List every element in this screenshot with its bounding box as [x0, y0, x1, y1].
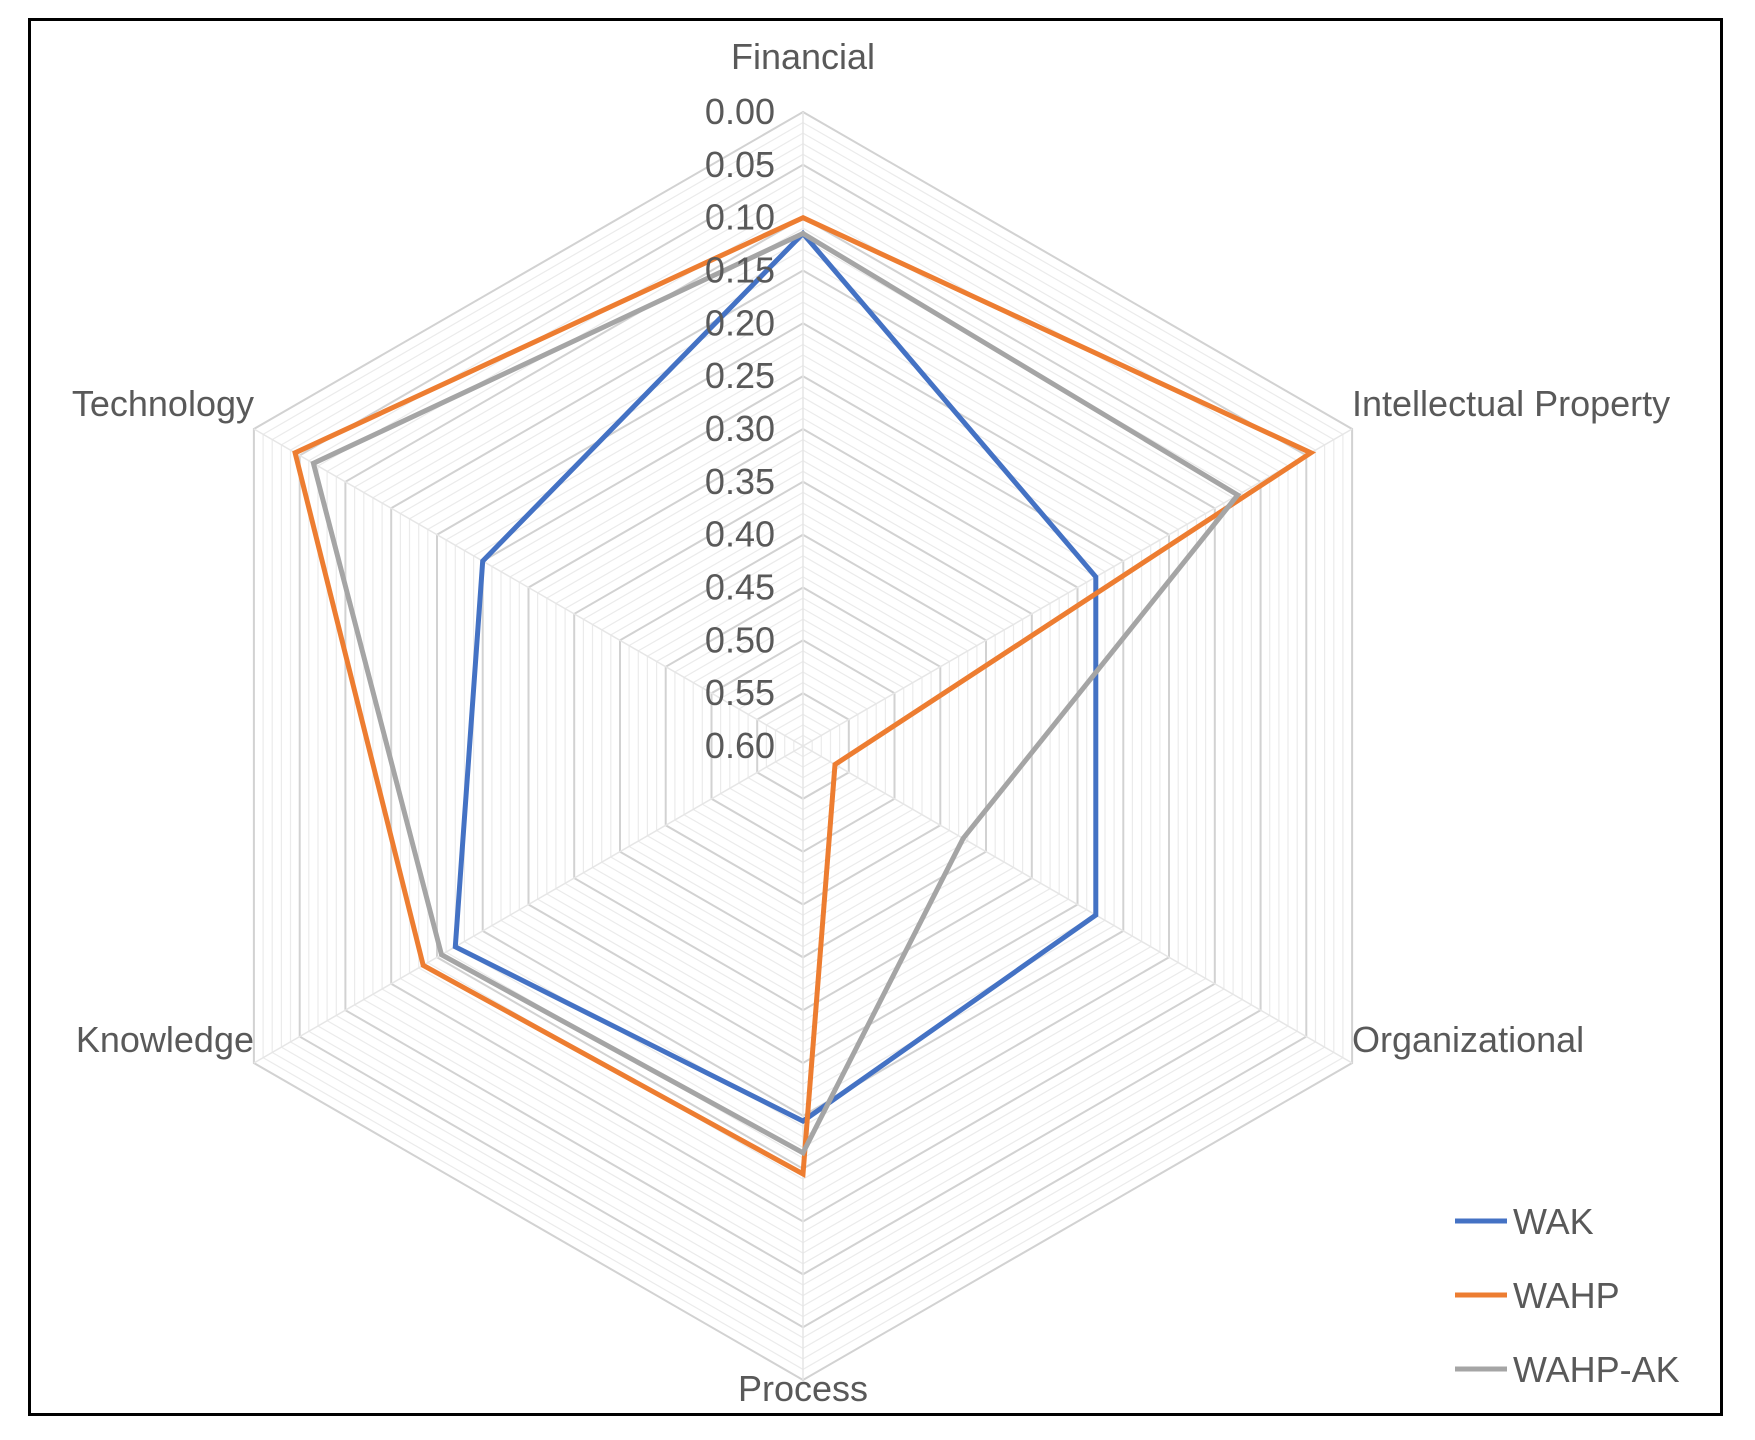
- category-label-process: Process: [738, 1368, 868, 1409]
- axis-tick-label: 0.25: [705, 355, 775, 396]
- series-line-wahp: [292, 214, 1317, 1179]
- axis-tick-label: 0.55: [705, 672, 775, 713]
- category-label-organizational: Organizational: [1352, 1019, 1584, 1060]
- legend: WAK WAHP WAHP-AK: [1455, 1201, 1680, 1390]
- grid-spoke: [802, 745, 1353, 1064]
- legend-label-wahp-ak: WAHP-AK: [1513, 1349, 1680, 1390]
- legend-label-wahp: WAHP: [1513, 1275, 1620, 1316]
- grid-spoke: [253, 428, 804, 747]
- grid-spoke: [802, 428, 1353, 747]
- axis-tick-labels: 0.00 0.05 0.10 0.15 0.20 0.25 0.30 0.35 0.40 0.45…: [705, 91, 775, 766]
- radar-grid: [252, 110, 1354, 1382]
- category-label-technology: Technology: [72, 383, 254, 424]
- axis-tick-label: 0.50: [705, 619, 775, 660]
- category-label-knowledge: Knowledge: [76, 1019, 254, 1060]
- grid-spoke: [253, 745, 804, 1064]
- axis-tick-label: 0.35: [705, 461, 775, 502]
- legend-item-wahp: WAHP: [1455, 1275, 1620, 1316]
- legend-item-wak: WAK: [1455, 1201, 1594, 1242]
- axis-tick-label: 0.30: [705, 408, 775, 449]
- axis-tick-label: 0.20: [705, 302, 775, 343]
- axis-tick-label: 0.10: [705, 197, 775, 238]
- legend-item-wahp-ak: WAHP-AK: [1455, 1349, 1680, 1390]
- series-line-wak: [452, 229, 1099, 1125]
- series-lines: [292, 214, 1317, 1179]
- axis-tick-label: 0.45: [705, 567, 775, 608]
- axis-tick-label: 0.60: [705, 725, 775, 766]
- axis-tick-label: 0.40: [705, 514, 775, 555]
- category-label-financial: Financial: [731, 36, 875, 77]
- axis-tick-label: 0.05: [705, 144, 775, 185]
- category-label-intellectual-property: Intellectual Property: [1352, 383, 1670, 424]
- axis-tick-label: 0.00: [705, 91, 775, 132]
- axis-tick-label: 0.15: [705, 250, 775, 291]
- legend-label-wak: WAK: [1513, 1201, 1594, 1242]
- series-line-wahp-ak: [310, 230, 1242, 1157]
